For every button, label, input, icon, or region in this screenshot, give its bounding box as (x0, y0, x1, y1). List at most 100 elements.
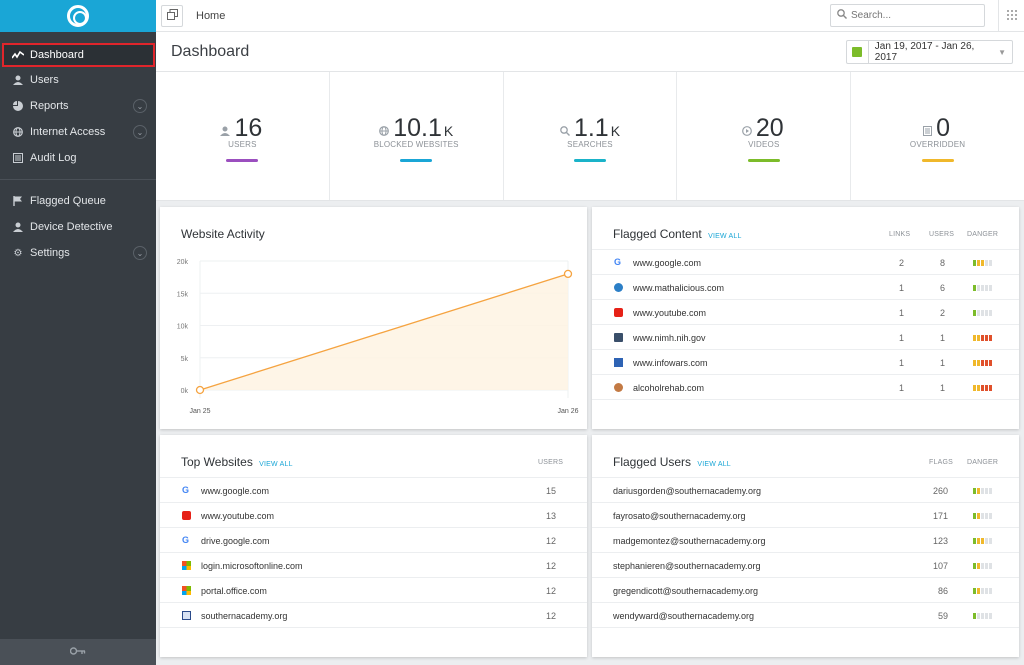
sidebar-item-flagged-queue[interactable]: Flagged Queue (0, 188, 156, 214)
date-range-picker[interactable]: Jan 19, 2017 - Jan 26, 2017 ▼ (846, 40, 1013, 64)
table-row[interactable]: gregendicott@southernacademy.org 86 (592, 578, 1019, 603)
danger-meter (973, 335, 992, 341)
table-row[interactable]: portal.office.com 12 (160, 578, 587, 603)
danger-meter (973, 488, 992, 494)
sidebar-item-audit-log[interactable]: Audit Log (0, 145, 156, 171)
user-icon (220, 126, 231, 139)
danger-meter-segment (973, 335, 976, 341)
page-header: Dashboard Jan 19, 2017 - Jan 26, 2017 ▼ (156, 32, 1024, 72)
danger-meter-segment (973, 360, 976, 366)
table-row[interactable]: www.youtube.com 13 (160, 503, 587, 528)
danger-meter-segment (985, 335, 988, 341)
view-all-link[interactable]: VIEW ALL (697, 461, 731, 468)
search-icon (560, 126, 570, 139)
sidebar-item-users[interactable]: Users (0, 67, 156, 93)
danger-meter-segment (973, 588, 976, 594)
danger-meter-segment (977, 335, 980, 341)
user-email: stephanieren@southernacademy.org (613, 561, 761, 571)
chevron-down-icon[interactable]: ⌄ (133, 246, 147, 260)
sidebar-item-reports[interactable]: Reports ⌄ (0, 93, 156, 119)
chevron-down-icon[interactable]: ⌄ (133, 99, 147, 113)
stat-value: 1.1 (573, 114, 609, 142)
danger-meter-segment (981, 588, 984, 594)
stat-label: OVERRIDDEN (909, 140, 966, 149)
table-row[interactable]: southernacademy.org 12 (160, 603, 587, 628)
table-row[interactable]: www.youtube.com 1 2 (592, 300, 1019, 325)
card-title: Flagged Users VIEW ALL (613, 455, 731, 469)
danger-meter-segment (977, 360, 980, 366)
website-activity-card: Website Activity 20k 15k 10k 5k 0k Jan 25 Jan … (160, 207, 587, 429)
links-count: 1 (898, 333, 904, 343)
table-row[interactable]: madgemontez@southernacademy.org 123 (592, 528, 1019, 553)
search-box[interactable] (830, 4, 985, 27)
southernacademy-icon (182, 611, 191, 620)
google-icon: G (182, 535, 190, 545)
stat-searches[interactable]: 1.1 K SEARCHES (504, 72, 678, 200)
users-count: 1 (939, 383, 945, 393)
danger-meter-segment (973, 385, 976, 391)
sidebar-item-settings[interactable]: ⚙ Settings ⌄ (0, 240, 156, 266)
stat-label: BLOCKED WEBSITES (373, 140, 459, 149)
danger-meter-segment (989, 335, 992, 341)
sidebar-item-label: Settings (30, 247, 70, 259)
table-row[interactable]: fayrosato@southernacademy.org 171 (592, 503, 1019, 528)
stat-overridden[interactable]: 0 OVERRIDDEN (851, 72, 1024, 200)
sidebar-item-dashboard[interactable]: Dashboard (2, 43, 155, 67)
microsoft-icon (182, 561, 191, 570)
sidebar-footer[interactable] (0, 639, 156, 665)
site-name: drive.google.com (201, 536, 270, 546)
youtube-icon (182, 511, 191, 520)
window-toggle-button[interactable] (161, 4, 183, 27)
page-title: Dashboard (171, 43, 250, 60)
user-icon (12, 74, 24, 86)
chevron-down-icon[interactable]: ⌄ (133, 125, 147, 139)
y-tick-label: 20k (177, 259, 189, 266)
pie-chart-icon (12, 100, 24, 112)
site-name: www.mathalicious.com (633, 283, 725, 293)
app-grid-button[interactable] (998, 0, 1024, 32)
sidebar-item-device-detective[interactable]: Device Detective (0, 214, 156, 240)
table-row[interactable]: alcoholrehab.com 1 1 (592, 375, 1019, 400)
table-row[interactable]: www.mathalicious.com 1 6 (592, 275, 1019, 300)
card-title-text: Flagged Content (613, 227, 702, 241)
danger-meter-segment (981, 285, 984, 291)
card-title: Top Websites VIEW ALL (181, 455, 293, 469)
table-row[interactable]: login.microsoftonline.com 12 (160, 553, 587, 578)
danger-meter-segment (989, 360, 992, 366)
danger-meter-segment (985, 588, 988, 594)
flagged-users-list: dariusgorden@southernacademy.org 260 fayro… (592, 477, 1019, 628)
stat-color-bar (747, 159, 780, 162)
stat-videos[interactable]: 20 VIDEOS (677, 72, 852, 200)
table-row[interactable]: www.infowars.com 1 1 (592, 350, 1019, 375)
table-row[interactable]: dariusgorden@southernacademy.org 260 (592, 478, 1019, 503)
table-row[interactable]: stephanieren@southernacademy.org 107 (592, 553, 1019, 578)
column-header-danger: DANGER (967, 231, 999, 238)
table-row[interactable]: www.nimh.nih.gov 1 1 (592, 325, 1019, 350)
y-tick-label: 15k (177, 291, 189, 298)
stat-users[interactable]: 16 USERS (156, 72, 330, 200)
view-all-link[interactable]: VIEW ALL (259, 461, 293, 468)
danger-meter (973, 260, 992, 266)
users-count: 12 (545, 586, 556, 596)
breadcrumb[interactable]: Home (196, 9, 226, 22)
danger-meter-segment (981, 538, 984, 544)
danger-meter-segment (973, 488, 976, 494)
sidebar-item-internet-access[interactable]: Internet Access ⌄ (0, 119, 156, 145)
logo-bar[interactable] (0, 0, 156, 32)
website-activity-chart[interactable]: 20k 15k 10k 5k 0k Jan 25 Jan 26 (160, 207, 587, 429)
sidebar-item-label: Audit Log (30, 152, 77, 164)
view-all-link[interactable]: VIEW ALL (708, 233, 742, 240)
table-row[interactable]: wendyward@southernacademy.org 59 (592, 603, 1019, 628)
search-icon (837, 9, 847, 22)
column-header-links: LINKS (889, 231, 911, 238)
user-email: wendyward@southernacademy.org (613, 611, 755, 621)
stat-blocked-websites[interactable]: 10.1 K BLOCKED WEBSITES (330, 72, 504, 200)
search-input[interactable] (851, 10, 971, 21)
site-name: login.microsoftonline.com (201, 561, 303, 571)
danger-meter (973, 310, 992, 316)
danger-meter (973, 285, 992, 291)
